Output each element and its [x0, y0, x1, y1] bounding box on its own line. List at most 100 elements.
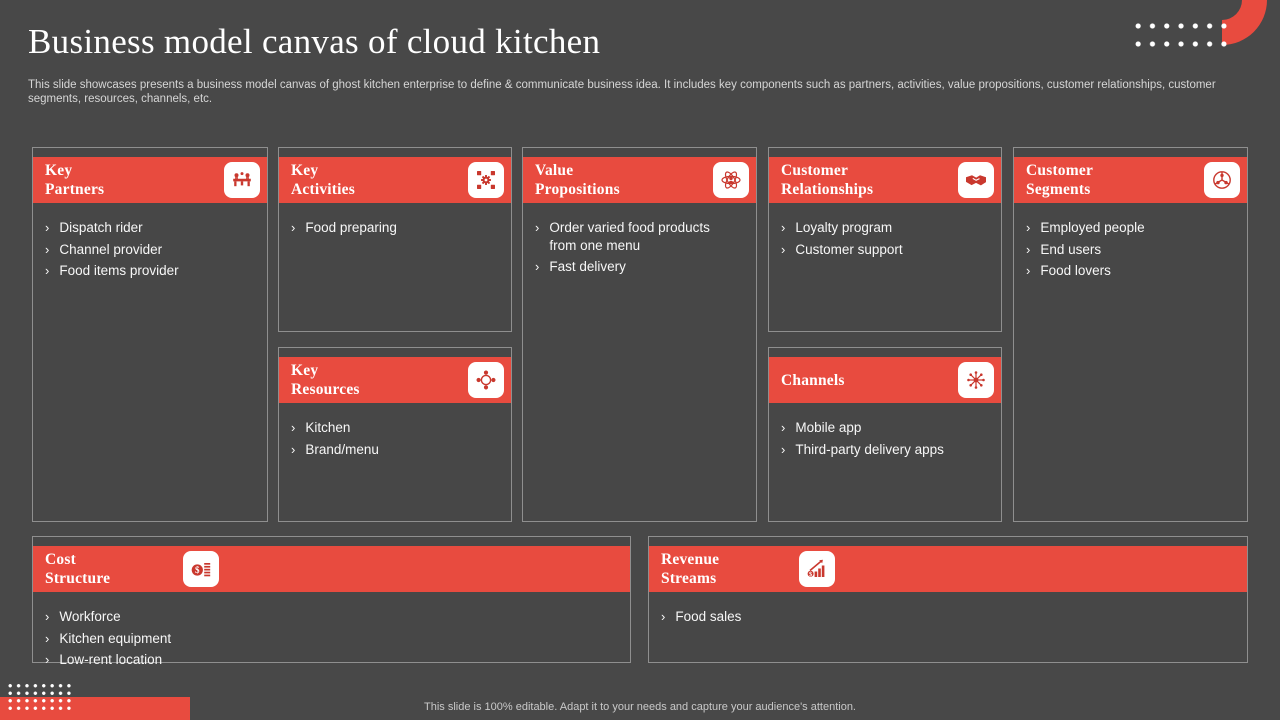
- list-item-text: Kitchen equipment: [59, 630, 172, 646]
- card-header: Channels: [769, 357, 1001, 403]
- atom-person-icon: [713, 162, 749, 198]
- dollar-coin-list-icon: $: [183, 551, 219, 587]
- chevron-bullet-icon: ›: [535, 220, 540, 235]
- list-item: › Food lovers: [1026, 262, 1237, 280]
- card-title: Customer Segments: [1014, 161, 1093, 199]
- card-title: Channels: [769, 371, 845, 390]
- card-title-line: Relationships: [781, 181, 874, 198]
- editable-note: This slide is 100% editable. Adapt it to…: [424, 701, 856, 713]
- card-key-activities: Key Activities › Food preparing: [278, 138, 512, 332]
- card-title-line: Customer: [781, 162, 849, 179]
- growth-chart-icon: $: [799, 551, 835, 587]
- card-value-propositions: Value Propositions › Order varied food pr…: [522, 138, 757, 522]
- card-customer-relationships: Customer Relationships › Loyalty program …: [768, 138, 1002, 332]
- card-item-list: › Order varied food products from one men…: [523, 211, 756, 276]
- card-title: Key Activities: [279, 161, 355, 199]
- card-header: Key Activities: [279, 157, 511, 203]
- list-item: › Order varied food products from one men…: [535, 219, 746, 254]
- list-item-text: Third-party delivery apps: [795, 441, 944, 457]
- card-item-list: › Loyalty program › Customer support: [769, 211, 1001, 258]
- list-item-text: Food sales: [675, 609, 742, 624]
- chevron-bullet-icon: ›: [781, 441, 786, 457]
- slide-description: This slide showcases presents a business…: [28, 79, 1216, 105]
- list-item: › Mobile app: [781, 419, 991, 437]
- card-title-line: Segments: [1026, 181, 1091, 198]
- chevron-bullet-icon: ›: [1026, 241, 1031, 257]
- card-title-line: Revenue: [661, 551, 720, 568]
- list-item-text: Workforce: [59, 609, 121, 624]
- card-revenue-streams: Revenue Streams $ › Food sales: [648, 527, 1248, 663]
- list-item-text: Low-rent location: [59, 652, 163, 667]
- card-customer-segments: Customer Segments › Employed people › End …: [1013, 138, 1248, 522]
- card-title: Customer Relationships: [769, 161, 873, 199]
- list-item-text: Loyalty program: [795, 220, 893, 235]
- list-item: › Loyalty program: [781, 219, 991, 237]
- chevron-bullet-icon: ›: [45, 220, 50, 235]
- card-title: Key Resources: [279, 361, 360, 399]
- team-resources-icon: [468, 362, 504, 398]
- svg-text:$: $: [195, 565, 200, 575]
- card-channels: Channels: [768, 338, 1002, 522]
- dot-grid-decoration-top-right: [1131, 17, 1232, 53]
- chevron-bullet-icon: ›: [781, 420, 786, 435]
- list-item: › Brand/menu: [291, 441, 501, 459]
- svg-text:$: $: [809, 571, 813, 578]
- list-item-text: Kitchen: [305, 420, 351, 435]
- card-title-line: Key: [291, 362, 319, 379]
- card-title-line: Cost: [45, 551, 76, 568]
- chevron-bullet-icon: ›: [291, 441, 296, 457]
- list-item: › Fast delivery: [535, 258, 746, 276]
- card-title-line: Channels: [781, 371, 845, 389]
- list-item-text: Dispatch rider: [59, 220, 143, 235]
- card-header: Key Partners: [33, 157, 267, 203]
- card-header: Revenue Streams $: [649, 546, 1247, 592]
- chevron-bullet-icon: ›: [535, 259, 540, 274]
- list-item: › Kitchen equipment: [45, 630, 620, 648]
- network-hub-icon: [958, 362, 994, 398]
- segments-people-icon: [1204, 162, 1240, 198]
- chevron-bullet-icon: ›: [291, 420, 296, 435]
- card-title-line: Value: [535, 162, 574, 179]
- list-item-text: Mobile app: [795, 420, 862, 435]
- card-title-line: Key: [45, 162, 73, 179]
- list-item: › Low-rent location: [45, 651, 620, 669]
- card-title-line: Propositions: [535, 181, 620, 198]
- chevron-bullet-icon: ›: [781, 220, 786, 235]
- card-title: Value Propositions: [523, 161, 620, 199]
- chevron-bullet-icon: ›: [1026, 263, 1031, 278]
- list-item: › Dispatch rider: [45, 219, 257, 237]
- card-title: Key Partners: [33, 161, 104, 199]
- list-item: › Customer support: [781, 241, 991, 259]
- list-item-text: Food items provider: [59, 263, 179, 278]
- list-item-text: Employed people: [1040, 220, 1145, 235]
- card-header: Customer Relationships: [769, 157, 1001, 203]
- chevron-bullet-icon: ›: [45, 263, 50, 278]
- card-item-list: › Dispatch rider › Channel provider › Food …: [33, 211, 267, 280]
- card-title: Revenue Streams: [649, 550, 719, 588]
- card-title-line: Partners: [45, 181, 105, 198]
- card-header: Cost Structure $: [33, 546, 630, 592]
- card-item-list: › Food preparing: [279, 211, 511, 237]
- chevron-bullet-icon: ›: [45, 630, 50, 646]
- dot-grid-decoration-bottom-left: [6, 682, 74, 713]
- chevron-bullet-icon: ›: [45, 609, 50, 624]
- card-title-line: Activities: [291, 181, 355, 198]
- chevron-bullet-icon: ›: [661, 609, 666, 624]
- card-header: Customer Segments: [1014, 157, 1247, 203]
- list-item-text: Customer support: [795, 241, 903, 257]
- chevron-bullet-icon: ›: [291, 220, 296, 235]
- chevron-bullet-icon: ›: [781, 241, 786, 257]
- list-item: › Food items provider: [45, 262, 257, 280]
- card-title-line: Customer: [1026, 162, 1094, 179]
- page-title: Business model canvas of cloud kitchen: [28, 22, 601, 61]
- card-item-list: › Employed people › End users › Food lovers: [1014, 211, 1247, 280]
- card-cost-structure: Cost Structure $ › Workforce › Kitchen equ…: [32, 527, 631, 667]
- partners-meeting-icon: [224, 162, 260, 198]
- card-header: Value Propositions: [523, 157, 756, 203]
- card-title-line: Resources: [291, 381, 360, 398]
- list-item-text: Food lovers: [1040, 263, 1111, 278]
- card-item-list: › Workforce › Kitchen equipment › Low-rent …: [33, 600, 630, 669]
- list-item-text: Food preparing: [305, 220, 397, 235]
- list-item: › Kitchen: [291, 419, 501, 437]
